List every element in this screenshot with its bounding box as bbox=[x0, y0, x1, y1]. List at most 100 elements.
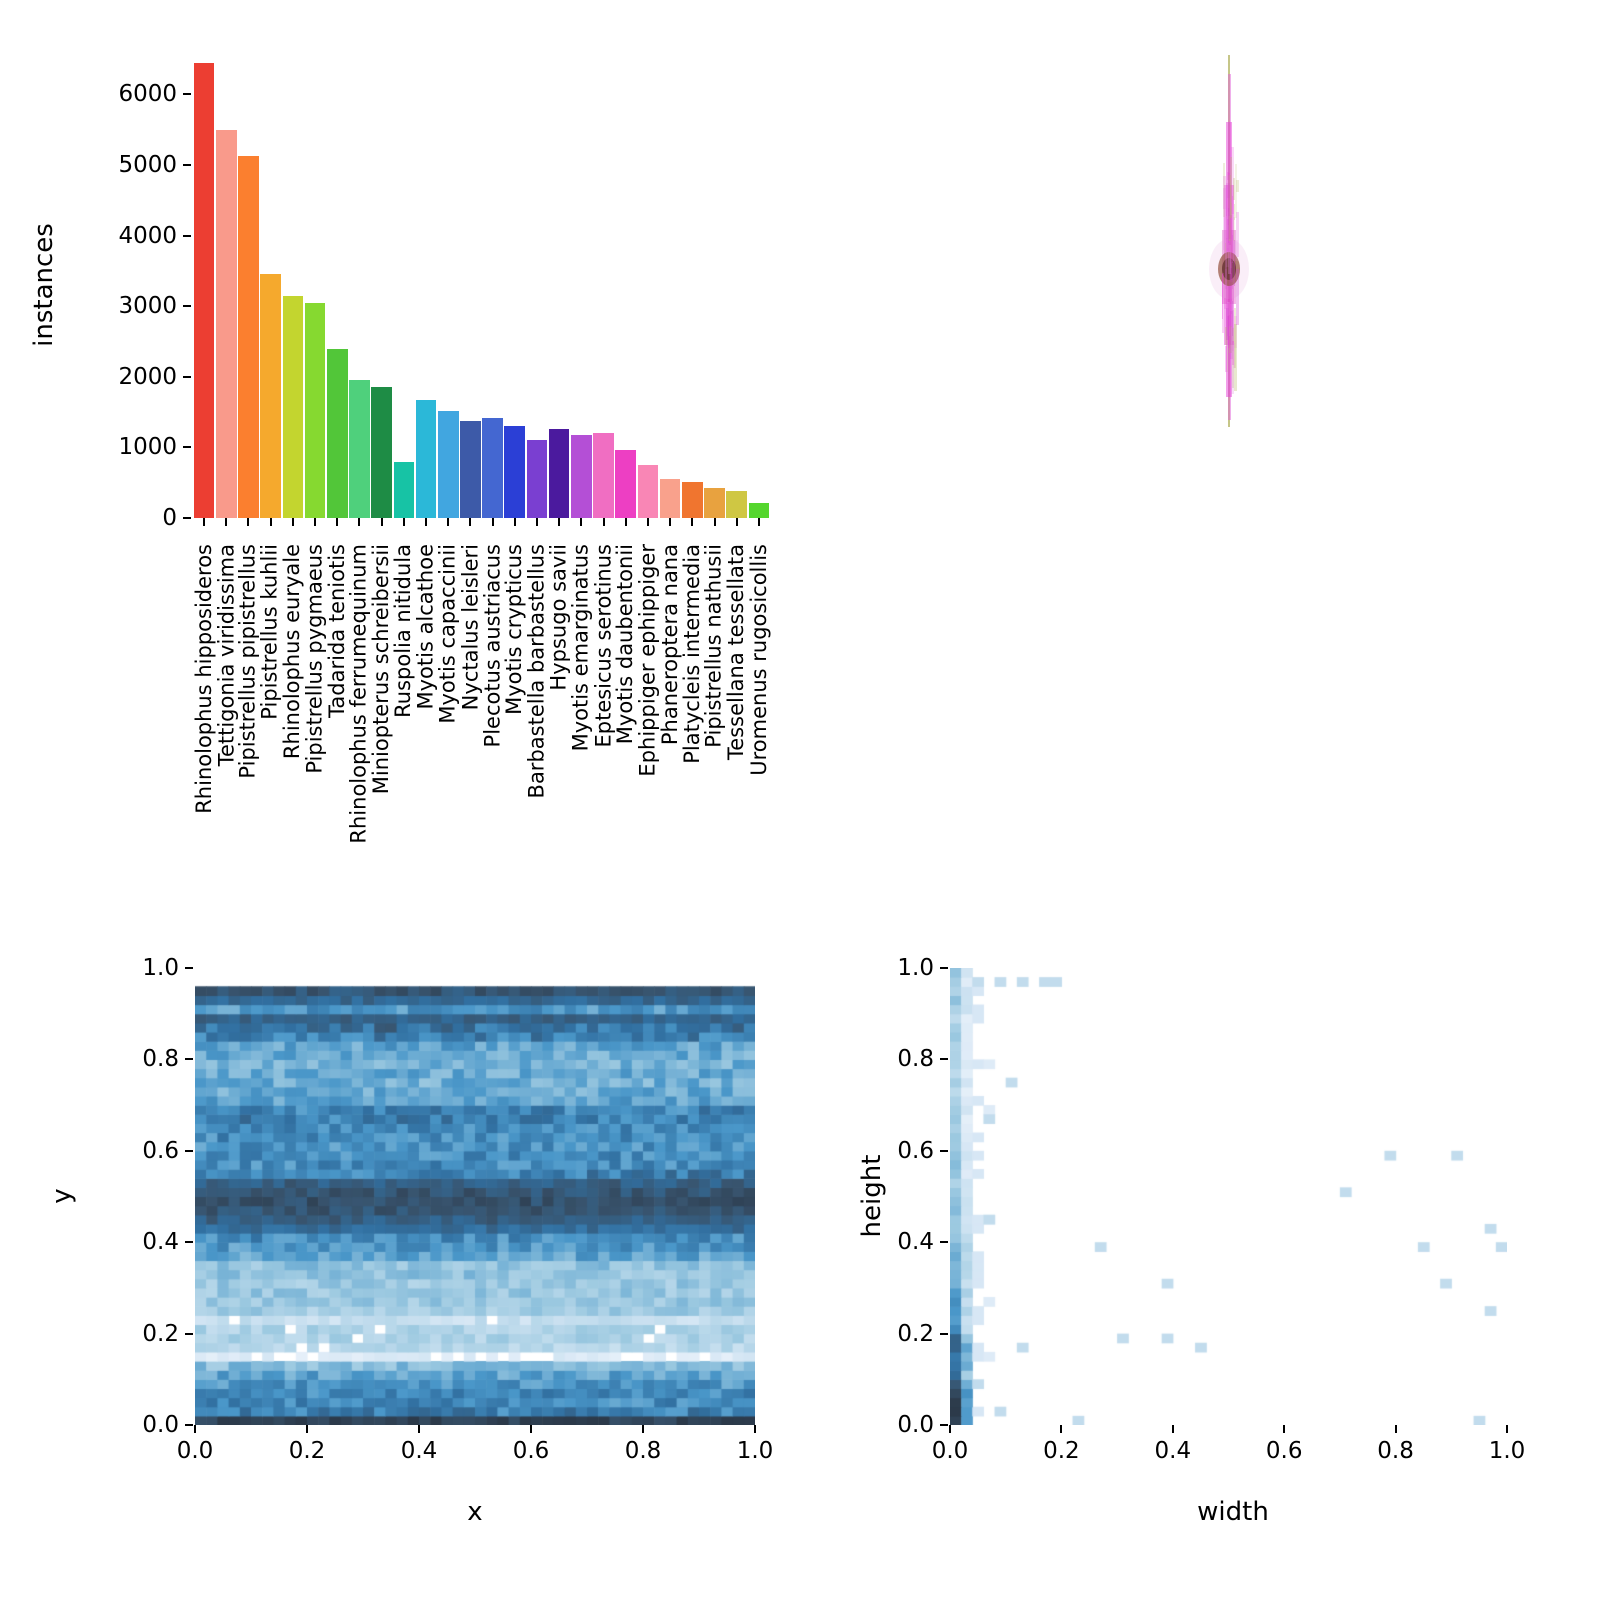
bar bbox=[393, 461, 415, 518]
blob-noise-stroke bbox=[1227, 175, 1231, 241]
bar-x-tick bbox=[291, 518, 294, 526]
blob-noise-stroke bbox=[1228, 208, 1230, 243]
bar-x-tick bbox=[336, 518, 339, 526]
blob-noise-stroke bbox=[1226, 217, 1229, 239]
bar-x-tick bbox=[314, 518, 317, 526]
bar-x-tick bbox=[402, 518, 405, 526]
blob-noise-stroke bbox=[1226, 302, 1230, 336]
blob-noise-stroke bbox=[1222, 162, 1225, 217]
blob-noise-stroke bbox=[1234, 323, 1238, 392]
bar-y-tick bbox=[183, 93, 191, 96]
blob-noise-stroke bbox=[1222, 272, 1225, 333]
bar-y-tick bbox=[183, 234, 191, 237]
blob-noise-stroke bbox=[1226, 320, 1228, 373]
wh-y-tick-label: 0.6 bbox=[897, 1137, 934, 1164]
bar-x-tick-label: Tadarida teniotis bbox=[324, 544, 349, 718]
bar bbox=[482, 418, 503, 518]
xy-x-tick-label: 0.0 bbox=[176, 1438, 214, 1464]
bar bbox=[526, 440, 548, 518]
wh-y-tick-label: 1.0 bbox=[897, 955, 934, 981]
blob-noise-stroke bbox=[1231, 341, 1234, 365]
blob-noise-stroke bbox=[1228, 253, 1231, 299]
xy-x-tick bbox=[194, 1425, 196, 1433]
bar-x-tick bbox=[358, 518, 361, 526]
bar bbox=[260, 274, 281, 518]
blob-noise-stroke bbox=[1222, 273, 1224, 320]
bar bbox=[371, 387, 392, 518]
wh-y-tick bbox=[940, 967, 948, 969]
bar bbox=[304, 302, 326, 518]
wh-y-axis-label: height bbox=[857, 1154, 887, 1238]
bar-x-tick-label: Ephippiger ephippiger bbox=[635, 544, 660, 777]
bar bbox=[748, 503, 770, 518]
xy-x-tick-label: 0.4 bbox=[400, 1438, 438, 1464]
bar bbox=[593, 433, 614, 518]
xy-y-tick-label: 0.8 bbox=[142, 1046, 179, 1073]
bar-x-tick-label: Myotis alcathoe bbox=[413, 544, 438, 710]
blob-noise-stroke bbox=[1228, 245, 1232, 275]
wh-y-tick-label: 0.2 bbox=[897, 1320, 934, 1347]
wh-x-tick-label: 0.4 bbox=[1154, 1438, 1192, 1464]
xy-y-tick-label: 0.0 bbox=[142, 1412, 179, 1438]
bar-x-tick bbox=[491, 518, 494, 526]
xy-y-tick bbox=[185, 1241, 193, 1244]
xy-y-tick bbox=[185, 1149, 193, 1152]
wh-y-tick-label: 0.8 bbox=[897, 1046, 934, 1073]
bar-x-tick bbox=[624, 518, 627, 526]
xy-y-tick-label: 1.0 bbox=[142, 955, 179, 981]
bar-y-tick-label: 5000 bbox=[118, 151, 177, 178]
blob-noise-stroke bbox=[1232, 327, 1235, 389]
blob-noise-stroke bbox=[1223, 188, 1227, 251]
bar-x-tick bbox=[247, 518, 250, 526]
blob-noise-stroke bbox=[1227, 211, 1230, 248]
wh-x-tick bbox=[1394, 1425, 1397, 1433]
bar-x-tick bbox=[225, 518, 228, 526]
blob-noise-stroke bbox=[1225, 251, 1228, 286]
bar-x-tick bbox=[447, 518, 450, 526]
wh-y-tick bbox=[940, 1332, 948, 1335]
bar bbox=[504, 426, 526, 518]
bar-x-tick-label: Miniopterus schreibersii bbox=[369, 544, 394, 795]
blob-ellipse bbox=[1222, 257, 1237, 280]
blob-noise-stroke bbox=[1235, 180, 1239, 193]
bar-y-tick-label: 0 bbox=[162, 505, 177, 531]
blob-noise-stroke bbox=[1226, 307, 1230, 340]
bar-x-tick-label: Pipistrellus pipistrellus bbox=[235, 544, 260, 779]
bar-x-tick bbox=[469, 518, 472, 526]
bar-x-tick-label: Pipistrellus nathusii bbox=[702, 544, 727, 748]
wh-y-tick bbox=[940, 1241, 948, 1244]
blob-noise-stroke bbox=[1234, 239, 1236, 286]
bar-x-tick bbox=[203, 518, 206, 526]
wh-y-tick-label: 0.4 bbox=[897, 1229, 934, 1256]
bar-x-tick bbox=[735, 518, 738, 526]
blob-noise-stroke bbox=[1235, 211, 1239, 258]
wh-x-tick bbox=[1283, 1425, 1286, 1433]
blob-noise-stroke bbox=[1233, 216, 1236, 241]
blob-noise-stroke bbox=[1227, 183, 1231, 198]
blob-noise-stroke bbox=[1233, 243, 1235, 262]
bar-x-tick bbox=[380, 518, 383, 526]
bar-x-tick bbox=[713, 518, 716, 526]
xy-x-tick bbox=[418, 1425, 420, 1433]
bar bbox=[659, 479, 681, 518]
blob-noise-stroke bbox=[1230, 326, 1234, 394]
bar-x-tick-label: Rhinolophus euryale bbox=[280, 544, 305, 760]
xy-x-tick-label: 0.8 bbox=[624, 1438, 662, 1464]
bar-y-tick bbox=[183, 305, 191, 308]
xy-x-tick bbox=[642, 1425, 644, 1433]
bar bbox=[571, 434, 592, 518]
bar-x-tick bbox=[757, 518, 760, 526]
bar-y-axis-label: instances bbox=[29, 223, 59, 347]
blob-noise-stroke bbox=[1231, 234, 1233, 290]
bar-x-tick-label: Eptesicus serotinus bbox=[591, 544, 616, 748]
xy-x-tick-label: 0.2 bbox=[288, 1438, 326, 1464]
blob-noise-stroke bbox=[1225, 183, 1227, 216]
blob-noise-stroke bbox=[1228, 325, 1232, 354]
bar-y-tick-label: 6000 bbox=[118, 81, 177, 108]
xy-y-tick-label: 0.2 bbox=[142, 1320, 179, 1347]
wh-x-tick bbox=[949, 1425, 951, 1433]
blob-noise-stroke bbox=[1234, 307, 1237, 368]
bar-y-tick bbox=[183, 375, 191, 378]
xy-x-axis-label: x bbox=[467, 1497, 483, 1527]
